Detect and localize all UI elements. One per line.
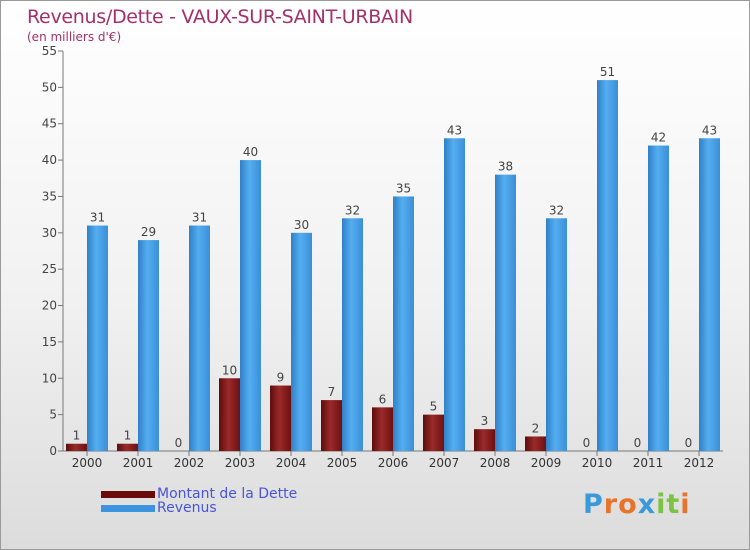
logo-letter: o	[618, 489, 638, 520]
bar-dette	[372, 407, 393, 451]
proxiti-logo: Proxiti	[583, 489, 691, 520]
bar-dette	[321, 400, 342, 451]
data-label-dette: 0	[583, 436, 591, 450]
logo-letter: i	[656, 489, 667, 520]
bar-dette	[66, 443, 87, 451]
logo-letter: P	[583, 489, 604, 520]
legend-swatch-revenus	[101, 505, 155, 512]
data-label-revenus: 42	[651, 131, 666, 145]
x-tick-label: 2000	[72, 456, 103, 470]
y-tick-label: 45	[42, 117, 57, 131]
bar-revenus	[546, 218, 567, 451]
data-label-dette: 1	[124, 429, 132, 443]
bar-revenus	[648, 145, 669, 451]
bar-revenus	[87, 225, 108, 451]
y-tick-label: 20	[42, 299, 57, 313]
bar-dette	[270, 385, 291, 451]
data-label-revenus: 29	[141, 225, 156, 239]
data-label-dette: 2	[532, 421, 540, 435]
bar-dette	[474, 429, 495, 451]
bar-revenus	[138, 240, 159, 451]
logo-letter: t	[666, 489, 681, 520]
y-tick-label: 25	[42, 262, 57, 276]
data-label-dette: 0	[175, 436, 183, 450]
x-tick-label: 2007	[429, 456, 460, 470]
bar-revenus	[597, 80, 618, 451]
data-label-dette: 5	[430, 400, 438, 414]
data-label-dette: 0	[634, 436, 642, 450]
bar-revenus	[495, 174, 516, 452]
x-tick-label: 2001	[123, 456, 154, 470]
data-label-dette: 9	[277, 371, 285, 385]
x-tick-label: 2005	[327, 456, 358, 470]
bar-revenus	[393, 196, 414, 451]
y-tick-label: 5	[49, 408, 57, 422]
data-label-revenus: 32	[345, 203, 360, 217]
chart-title: Revenus/Dette - VAUX-SUR-SAINT-URBAIN	[27, 6, 413, 28]
x-tick-label: 2008	[480, 456, 511, 470]
logo-letter: x	[637, 489, 657, 520]
y-tick-label: 10	[42, 371, 57, 385]
bar-revenus	[444, 138, 465, 452]
data-label-dette: 7	[328, 385, 336, 399]
data-label-revenus: 43	[702, 123, 717, 137]
y-tick-label: 30	[42, 226, 57, 240]
legend-label-revenus: Revenus	[157, 500, 217, 516]
x-tick-label: 2010	[582, 456, 613, 470]
y-tick-label: 35	[42, 189, 57, 203]
data-label-dette: 6	[379, 392, 387, 406]
data-label-dette: 3	[481, 414, 489, 428]
logo-letter: r	[603, 489, 619, 520]
x-tick-label: 2003	[225, 456, 256, 470]
x-tick-label: 2012	[684, 456, 715, 470]
data-label-dette: 10	[222, 363, 237, 377]
data-label-revenus: 32	[549, 203, 564, 217]
bar-revenus	[342, 218, 363, 451]
x-tick-label: 2011	[633, 456, 664, 470]
legend-swatch-dette	[101, 491, 155, 498]
data-label-revenus: 51	[600, 65, 615, 79]
data-label-revenus: 43	[447, 123, 462, 137]
y-tick-label: 50	[42, 80, 57, 94]
x-tick-label: 2004	[276, 456, 307, 470]
data-label-dette: 1	[73, 429, 81, 443]
y-tick-label: 0	[49, 444, 57, 458]
x-tick-label: 2009	[531, 456, 562, 470]
bar-revenus	[240, 160, 261, 451]
data-label-revenus: 31	[90, 211, 105, 225]
chart-subtitle: (en milliers d'€)	[27, 30, 122, 44]
legend-label-dette: Montant de la Dette	[157, 486, 298, 502]
data-label-revenus: 38	[498, 160, 513, 174]
bar-revenus	[291, 232, 312, 451]
bar-dette	[219, 378, 240, 451]
bar-dette	[525, 436, 546, 451]
data-label-revenus: 31	[192, 211, 207, 225]
bar-dette	[423, 414, 444, 451]
y-tick-label: 55	[42, 44, 57, 58]
logo-letter: i	[680, 489, 691, 520]
data-label-revenus: 30	[294, 218, 309, 232]
x-tick-label: 2006	[378, 456, 409, 470]
y-tick-label: 40	[42, 153, 57, 167]
data-label-dette: 0	[685, 436, 693, 450]
data-label-revenus: 35	[396, 181, 411, 195]
x-tick-label: 2002	[174, 456, 205, 470]
data-label-revenus: 40	[243, 145, 258, 159]
bar-dette	[117, 443, 138, 451]
y-tick-label: 15	[42, 335, 57, 349]
bar-revenus	[699, 138, 720, 452]
bar-revenus	[189, 225, 210, 451]
